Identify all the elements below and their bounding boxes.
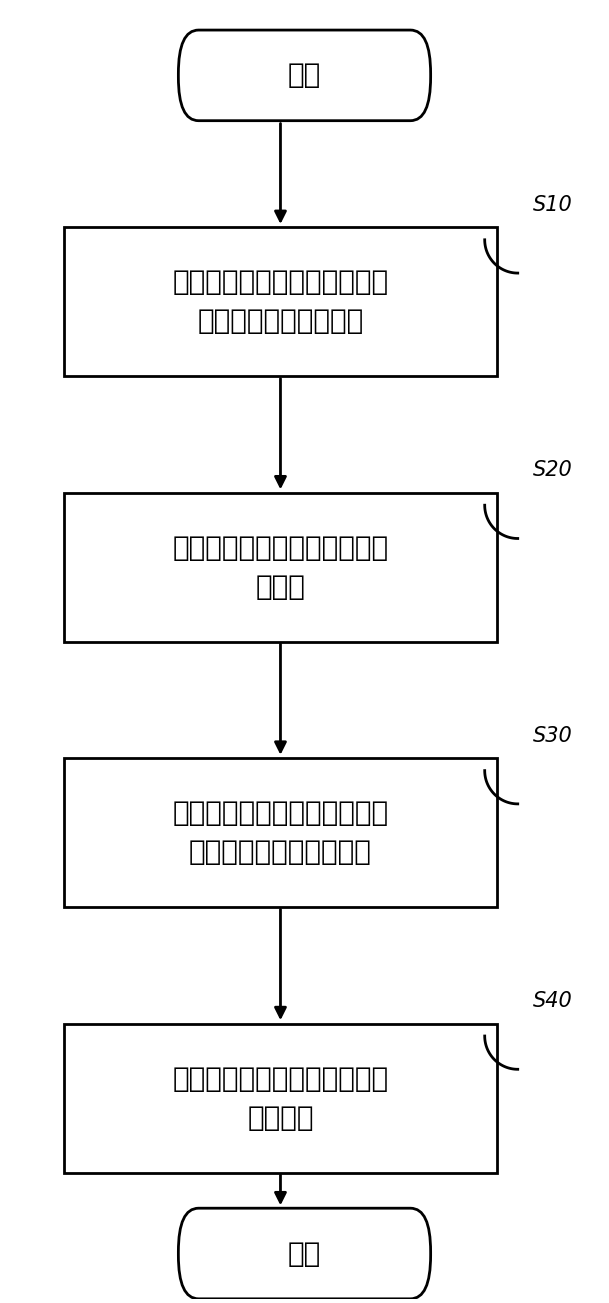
- Text: S10: S10: [533, 195, 572, 215]
- Text: 空间对齐位置的激励加速度信
号与输出信号的相位解算: 空间对齐位置的激励加速度信 号与输出信号的相位解算: [172, 799, 389, 866]
- Text: S30: S30: [533, 726, 572, 745]
- Bar: [64, 1024, 497, 1173]
- Text: 特征标志的运动序列图像采集
及特征标志的位移测量: 特征标志的运动序列图像采集 及特征标志的位移测量: [172, 268, 389, 335]
- Text: 低频多轴加速度计的灵敏度幅
值与相位: 低频多轴加速度计的灵敏度幅 值与相位: [172, 1065, 389, 1132]
- Text: S40: S40: [533, 992, 572, 1011]
- Text: 结束: 结束: [288, 1239, 321, 1268]
- Text: 低频多轴加速度计的激励加速
度测量: 低频多轴加速度计的激励加速 度测量: [172, 534, 389, 601]
- Bar: [64, 493, 497, 642]
- Bar: [64, 228, 497, 377]
- Text: 开始: 开始: [288, 61, 321, 90]
- FancyBboxPatch shape: [178, 30, 431, 121]
- Bar: [64, 758, 497, 907]
- FancyBboxPatch shape: [178, 1208, 431, 1299]
- Text: S20: S20: [533, 460, 572, 481]
